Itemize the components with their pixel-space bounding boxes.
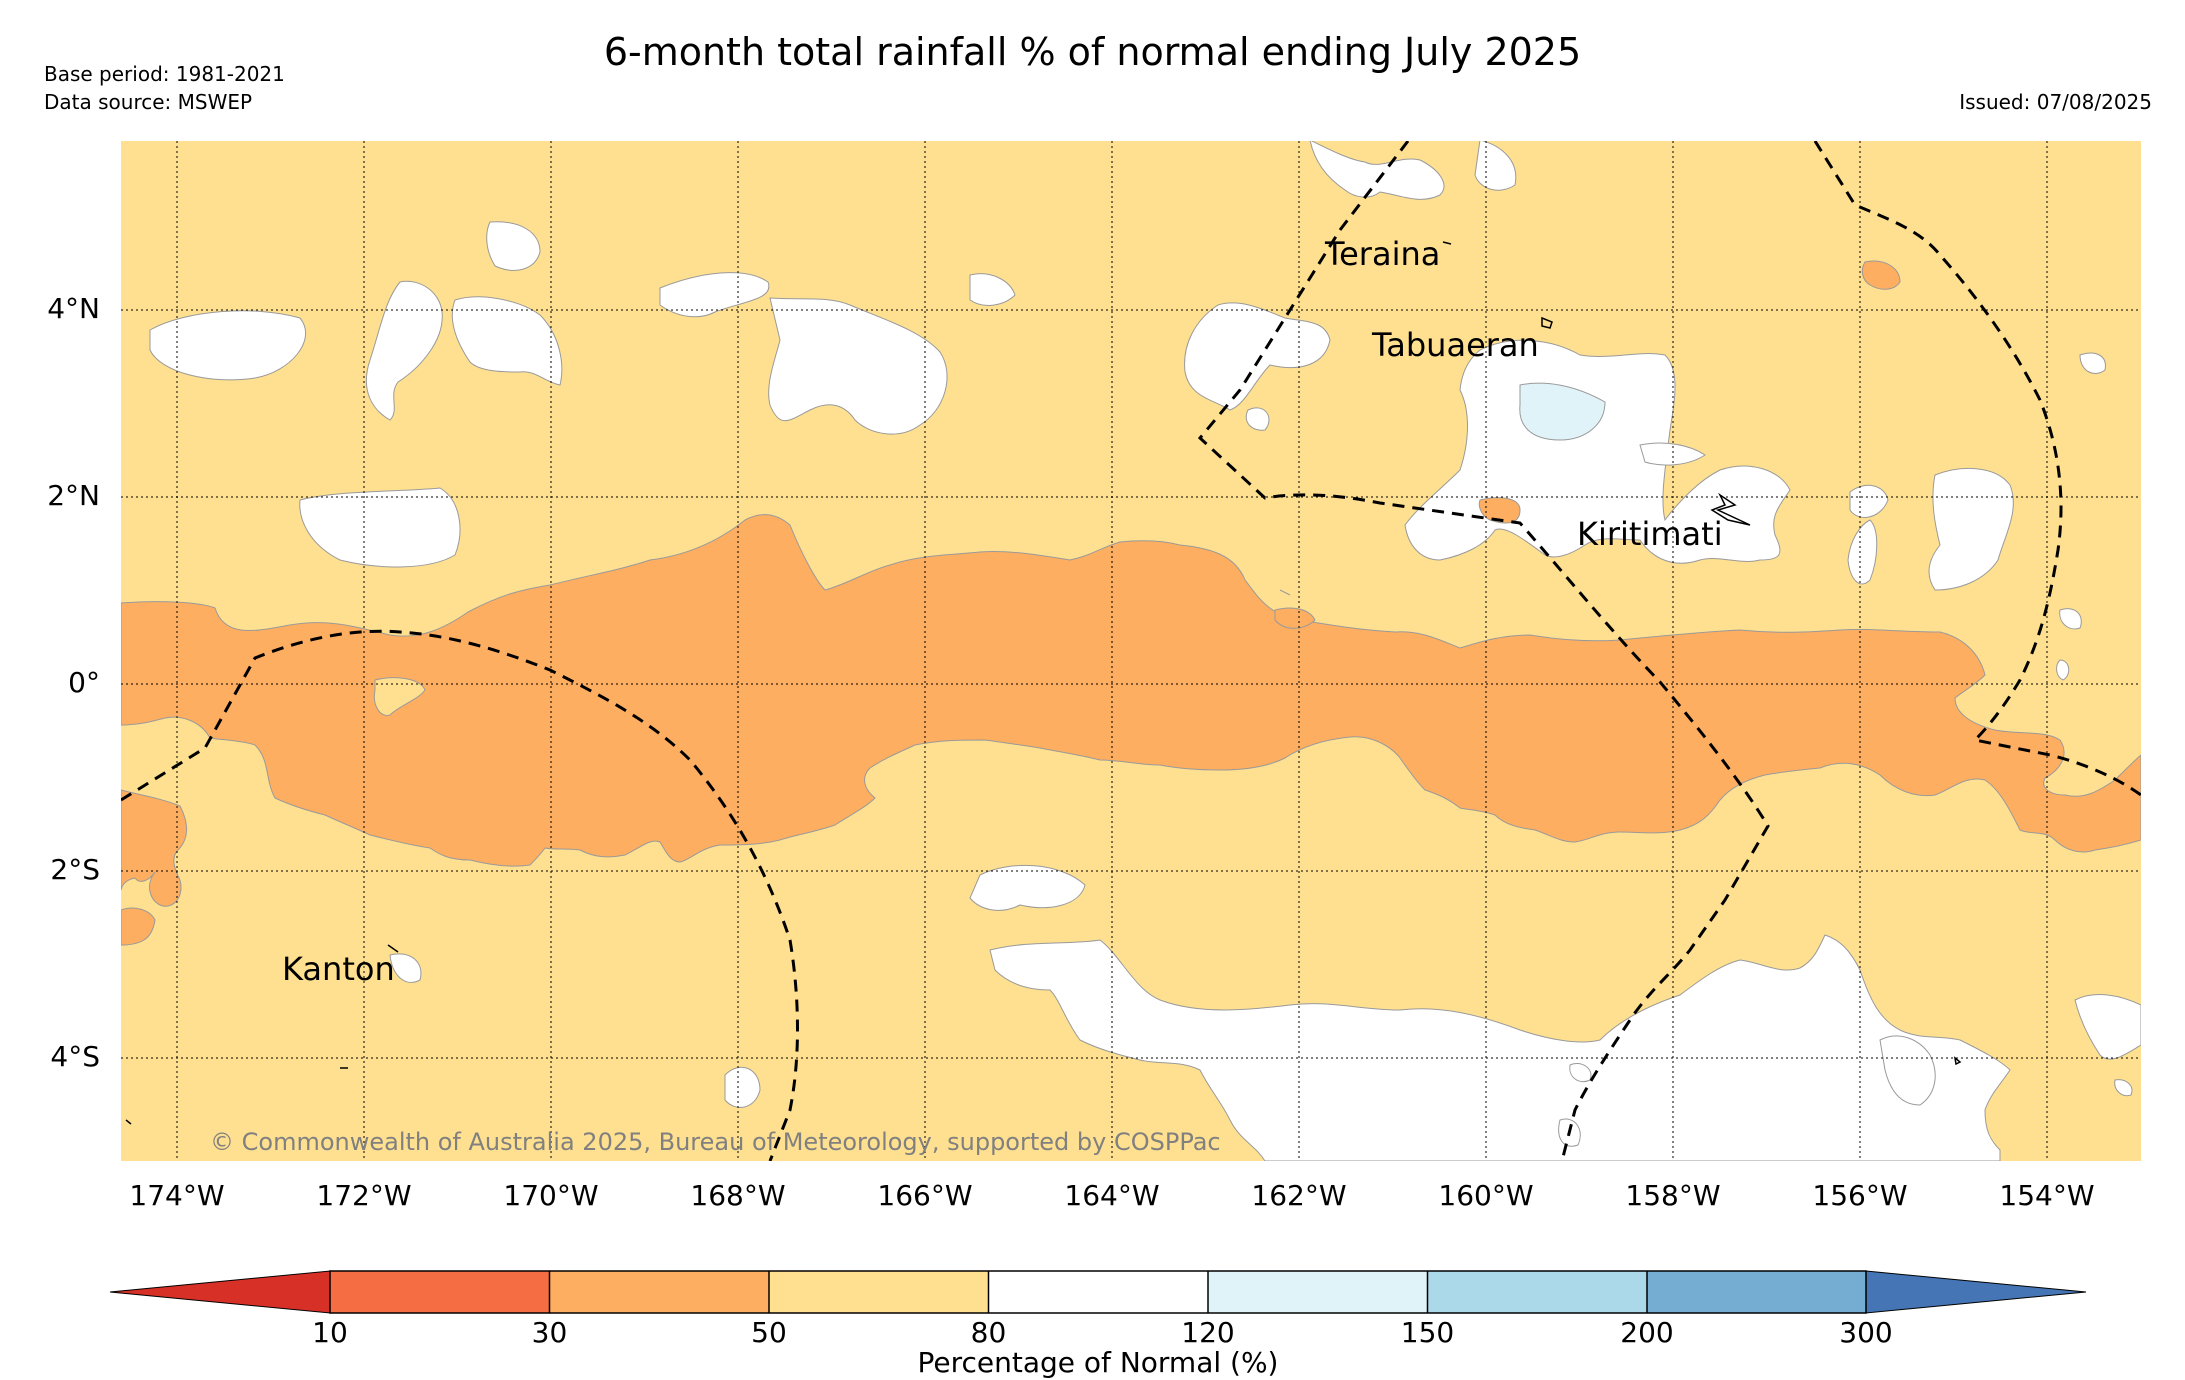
- map-area: Teraina Tabuaeran Kiritimati Kanton © Co…: [121, 141, 2141, 1161]
- colorbar-segment: [549, 1271, 769, 1313]
- lon-label: 156°W: [1812, 1179, 1907, 1212]
- lon-label: 170°W: [503, 1179, 598, 1212]
- island-outlines: [125, 241, 1962, 1125]
- colorbar-tick: 80: [971, 1316, 1007, 1349]
- place-label-tabuaeran: Tabuaeran: [1371, 326, 1539, 364]
- lon-label: 154°W: [1999, 1179, 2094, 1212]
- tabuaeran-island: [1541, 316, 1553, 329]
- issued-date: Issued: 07/08/2025: [1959, 90, 2152, 114]
- eez-boundaries: [121, 141, 2141, 1161]
- teraina-island: [1442, 241, 1452, 245]
- lon-label: 162°W: [1251, 1179, 1346, 1212]
- kiritimati-island: [1710, 492, 1751, 526]
- field-30-50: [121, 260, 2141, 946]
- place-label-kiritimati: Kiritimati: [1577, 515, 1723, 553]
- lat-label: 2°S: [50, 853, 100, 886]
- lon-label: 160°W: [1438, 1179, 1533, 1212]
- place-label-teraina: Teraina: [1324, 235, 1440, 273]
- graticule: [121, 141, 2141, 1161]
- lon-label: 168°W: [690, 1179, 785, 1212]
- colorbar-segment: [1647, 1271, 1867, 1313]
- colorbar: 10 30 50 80 120 150 200 300 Percentage o…: [109, 1270, 2087, 1379]
- place-labels: Teraina Tabuaeran Kiritimati Kanton: [282, 235, 1723, 988]
- colorbar-tick: 50: [751, 1316, 787, 1349]
- colorbar-segment: [1427, 1271, 1647, 1313]
- copyright-notice: © Commonwealth of Australia 2025, Bureau…: [210, 1128, 1221, 1156]
- colorbar-tick: 150: [1401, 1316, 1454, 1349]
- colorbar-tick: 30: [532, 1316, 568, 1349]
- colorbar-tick: 200: [1620, 1316, 1673, 1349]
- latitude-labels: 4°N 2°N 0° 2°S 4°S: [47, 292, 100, 1073]
- colorbar-ticks: 10 30 50 80 120 150 200 300: [312, 1316, 1893, 1349]
- place-label-kanton: Kanton: [282, 950, 395, 988]
- lat-label: 2°N: [47, 479, 100, 512]
- colorbar-tick: 300: [1839, 1316, 1892, 1349]
- colorbar-segment: [769, 1271, 989, 1313]
- kanton-island: [387, 944, 399, 953]
- lat-label: 4°N: [47, 292, 100, 325]
- map-title: 6-month total rainfall % of normal endin…: [603, 30, 1582, 74]
- lat-label: 0°: [68, 666, 100, 699]
- lon-label: 174°W: [129, 1179, 224, 1212]
- field-50-80-islets: [373, 677, 426, 716]
- lon-label: 164°W: [1064, 1179, 1159, 1212]
- colorbar-tick: 120: [1181, 1316, 1234, 1349]
- lon-label: 172°W: [316, 1179, 411, 1212]
- colorbar-tick: 10: [312, 1316, 348, 1349]
- colorbar-label: Percentage of Normal (%): [918, 1346, 1279, 1379]
- colorbar-extend-low: [109, 1270, 331, 1314]
- colorbar-extend-high: [1865, 1270, 2087, 1314]
- lon-label: 166°W: [877, 1179, 972, 1212]
- base-period: Base period: 1981-2021: [44, 62, 285, 86]
- lat-label: 4°S: [50, 1040, 100, 1073]
- lon-label: 158°W: [1625, 1179, 1720, 1212]
- longitude-labels: 174°W 172°W 170°W 168°W 166°W 164°W 162°…: [129, 1179, 2094, 1212]
- data-source: Data source: MSWEP: [44, 90, 253, 114]
- meta-info: Base period: 1981-2021 Data source: MSWE…: [44, 60, 285, 116]
- colorbar-segment: [1208, 1271, 1428, 1313]
- colorbar-segment: [330, 1271, 550, 1313]
- colorbar-segment: [988, 1271, 1208, 1313]
